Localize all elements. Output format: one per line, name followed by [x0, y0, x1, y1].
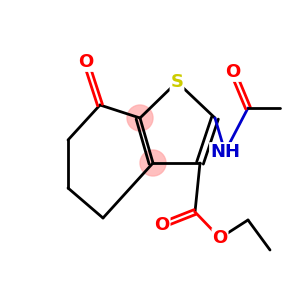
- Text: S: S: [170, 73, 184, 91]
- Text: NH: NH: [210, 143, 240, 161]
- Text: O: O: [78, 53, 94, 71]
- Circle shape: [140, 150, 166, 176]
- Text: O: O: [154, 216, 169, 234]
- Text: O: O: [212, 229, 228, 247]
- Circle shape: [127, 105, 153, 131]
- Text: O: O: [225, 63, 241, 81]
